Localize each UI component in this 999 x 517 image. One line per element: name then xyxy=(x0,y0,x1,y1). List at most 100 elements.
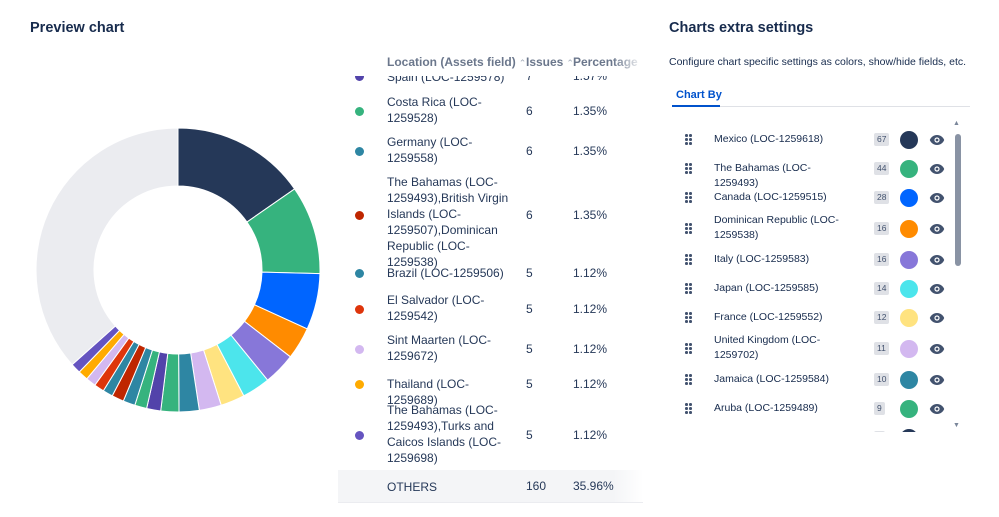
tab-chart-by[interactable]: Chart By xyxy=(676,89,722,101)
legend-row-issues: 6 xyxy=(526,144,533,158)
series-color-picker[interactable] xyxy=(900,340,918,358)
legend-row-name: The Bahamas (LOC-1259493),British Virgin… xyxy=(387,175,509,269)
legend-row: The Bahamas (LOC-1259493),British Virgin… xyxy=(338,174,643,269)
preview-chart-title: Preview chart xyxy=(30,20,125,36)
series-color-picker[interactable] xyxy=(900,309,918,327)
eye-icon[interactable] xyxy=(929,254,945,266)
eye-icon[interactable] xyxy=(929,374,945,386)
series-color-picker[interactable] xyxy=(900,280,918,298)
eye-icon[interactable] xyxy=(929,163,945,175)
legend-row-name: El Salvador (LOC-1259542) xyxy=(387,293,485,323)
eye-icon[interactable] xyxy=(929,223,945,235)
series-setting-row[interactable]: The Bahamas (LOC-1259493) 44 xyxy=(672,155,952,189)
series-setting-row[interactable]: Aruba (LOC-1259489) 9 xyxy=(672,395,952,423)
eye-icon[interactable] xyxy=(929,134,945,146)
legend-row-issues: 5 xyxy=(526,266,533,280)
series-name: Jamaica (LOC-1259584) xyxy=(714,373,829,385)
series-count-badge: 12 xyxy=(874,311,890,324)
series-color-dot xyxy=(355,305,364,314)
series-settings-list: Mexico (LOC-1259618) 67 The Bahamas (LOC-1… xyxy=(672,120,970,432)
series-name: Canada (LOC-1259515) xyxy=(714,191,827,203)
series-color-dot xyxy=(355,107,364,116)
legend-row-issues: 160 xyxy=(526,479,547,493)
active-tab-indicator xyxy=(672,105,720,107)
series-color-dot xyxy=(355,147,364,156)
eye-icon[interactable] xyxy=(929,312,945,324)
series-count-badge: 9 xyxy=(874,402,885,415)
series-color-picker[interactable] xyxy=(900,400,918,418)
series-count-badge: 10 xyxy=(874,373,890,386)
series-color-dot xyxy=(355,72,364,81)
series-setting-row[interactable]: Japan (LOC-1259585) 14 xyxy=(672,275,952,303)
donut-slice[interactable] xyxy=(35,127,179,366)
series-setting-row[interactable]: United Kingdom (LOC-1259702) 11 xyxy=(672,333,952,365)
series-color-picker[interactable] xyxy=(900,131,918,149)
legend-row: Costa Rica (LOC-1259528) 6 1.35% xyxy=(338,94,643,128)
settings-title: Charts extra settings xyxy=(669,20,814,36)
series-count-badge: 14 xyxy=(874,282,890,295)
legend-row-others: OTHERS 160 35.96% xyxy=(338,470,643,502)
legend-row-percentage: 1.35% xyxy=(573,104,608,118)
eye-icon[interactable] xyxy=(929,283,945,295)
legend-row: The Bahamas (LOC-1259493),Turks and Caic… xyxy=(338,402,643,468)
eye-icon[interactable] xyxy=(929,343,945,355)
legend-row-name: The Bahamas (LOC-1259493),Turks and Caic… xyxy=(387,403,502,465)
legend-row-percentage: 1.12% xyxy=(573,342,608,356)
series-name: Italy (LOC-1259583) xyxy=(714,253,810,265)
series-setting-row[interactable]: Dominican Republic (LOC-1259538) 16 xyxy=(672,213,952,245)
legend-table: Location (Assets field) ⌃ Issues ⌃ Percent… xyxy=(338,50,643,502)
column-header-location[interactable]: Location (Assets field) ⌃ xyxy=(387,55,527,69)
sort-icon[interactable]: ⌃ xyxy=(518,58,527,68)
series-setting-row[interactable]: Italy (LOC-1259583) 16 xyxy=(672,246,952,274)
scroll-up-icon[interactable]: ▲ xyxy=(953,120,960,127)
series-color-dot xyxy=(355,380,364,389)
sort-icon[interactable]: ⌃ xyxy=(566,58,574,68)
series-color-picker[interactable] xyxy=(900,251,918,269)
legend-row-name: Costa Rica (LOC-1259528) xyxy=(387,95,482,125)
series-name: The Bahamas (LOC-1259493) xyxy=(714,162,811,189)
scroll-down-icon[interactable]: ▼ xyxy=(953,422,960,429)
legend-row: Thailand (LOC-1259689) 5 1.12% xyxy=(338,376,643,407)
legend-row-percentage: 1.12% xyxy=(573,266,608,280)
series-color-dot xyxy=(355,269,364,278)
series-color-picker[interactable] xyxy=(900,220,918,238)
legend-row-name: Germany (LOC-1259558) xyxy=(387,135,473,165)
series-count-badge: 28 xyxy=(874,191,890,204)
legend-row-issues: 5 xyxy=(526,428,533,442)
legend-row-percentage: 1.12% xyxy=(573,377,608,391)
legend-row-percentage: 1.35% xyxy=(573,208,608,222)
legend-row: Germany (LOC-1259558) 6 1.35% xyxy=(338,134,643,168)
column-header-issues[interactable]: Issues ⌃ xyxy=(526,55,574,69)
eye-icon[interactable] xyxy=(929,403,945,415)
legend-row-name: Brazil (LOC-1259506) xyxy=(387,266,504,280)
series-count-badge: 67 xyxy=(874,133,890,146)
series-setting-row[interactable]: Jamaica (LOC-1259584) 10 xyxy=(672,366,952,394)
legend-row: Sint Maarten (LOC-1259672) 5 1.12% xyxy=(338,332,643,366)
series-list-scrollbar[interactable]: ▲ ▼ xyxy=(953,120,963,432)
eye-icon[interactable] xyxy=(929,192,945,204)
legend-row-percentage: 1.12% xyxy=(573,302,608,316)
series-color-picker[interactable] xyxy=(900,160,918,178)
series-name: United Kingdom (LOC-1259702) xyxy=(714,334,821,361)
legend-row: Brazil (LOC-1259506) 5 1.12% xyxy=(338,265,643,281)
series-setting-row[interactable]: Mexico (LOC-1259618) 67 xyxy=(672,126,952,154)
legend-row-issues: 5 xyxy=(526,342,533,356)
scroll-thumb[interactable] xyxy=(955,134,961,266)
legend-row-percentage: 1.12% xyxy=(573,428,608,442)
series-name: Japan (LOC-1259585) xyxy=(714,282,819,294)
series-setting-row[interactable]: France (LOC-1259552) 12 xyxy=(672,304,952,332)
series-name: Mexico (LOC-1259618) xyxy=(714,133,824,145)
settings-description: Configure chart specific settings as col… xyxy=(669,56,967,68)
series-color-dot xyxy=(355,431,364,440)
series-color-picker[interactable] xyxy=(900,371,918,389)
series-color-dot xyxy=(355,211,364,220)
series-count-badge: 16 xyxy=(874,222,890,235)
series-setting-row[interactable]: Canada (LOC-1259515) 28 xyxy=(672,184,952,212)
legend-row: El Salvador (LOC-1259542) 5 1.12% xyxy=(338,292,643,326)
series-count-badge: 16 xyxy=(874,253,890,266)
series-color-picker[interactable] xyxy=(900,189,918,207)
donut-chart xyxy=(35,127,321,413)
series-setting-row[interactable]: Colombia (LOC-1259533) 9 xyxy=(672,424,952,432)
series-color-picker[interactable] xyxy=(900,429,918,432)
legend-row-issues: 6 xyxy=(526,208,533,222)
